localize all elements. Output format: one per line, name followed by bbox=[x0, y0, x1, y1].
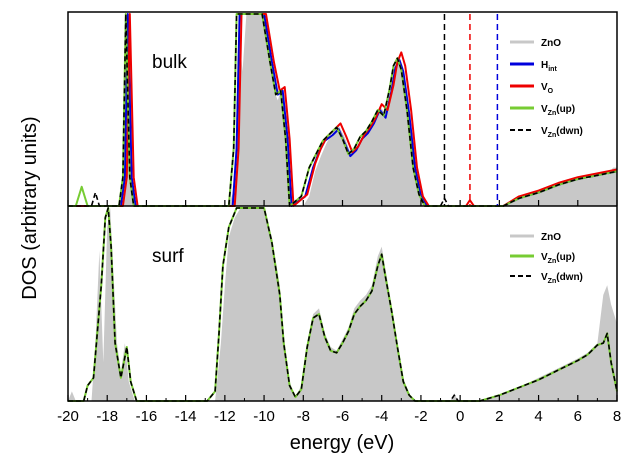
legend-label-zno: ZnO bbox=[541, 38, 561, 49]
series-zno-bulk-area bbox=[68, 14, 617, 206]
x-tick-label: 0 bbox=[456, 408, 464, 425]
legend-label-vznup: VZn(up) bbox=[541, 104, 575, 117]
legend-bulk: ZnO Hint VO VZn(up) VZn(dwn) bbox=[510, 38, 583, 139]
panel-surf: surf ZnO VZn(up) VZn(dwn) bbox=[68, 207, 618, 402]
legend-label-vo: VO bbox=[541, 82, 554, 95]
legend-surf: ZnO VZn(up) VZn(dwn) bbox=[510, 232, 583, 285]
x-tick-label: -20 bbox=[57, 408, 79, 425]
x-axis: -20 -18 -16 -14 -12 -10 -8 -6 -4 -2 0 2 4 6 8 bbox=[57, 200, 621, 425]
x-tick-label: -14 bbox=[175, 408, 197, 425]
x-tick-label: 8 bbox=[613, 408, 621, 425]
y-axis-label: DOS (arbitrary units) bbox=[19, 116, 41, 299]
x-tick-label: 6 bbox=[574, 408, 582, 425]
x-tick-label: -2 bbox=[414, 408, 427, 425]
panel-label-surf: surf bbox=[152, 246, 184, 267]
x-tick-label: -10 bbox=[253, 408, 275, 425]
series-zno-surf-area bbox=[68, 208, 617, 401]
legend-label-vzndwn: VZn(dwn) bbox=[541, 126, 583, 139]
panel-bulk: bulk ZnO Hint VO VZn(up) VZn(dwn) bbox=[68, 13, 618, 207]
legend-label-vzndwn: VZn(dwn) bbox=[541, 272, 583, 285]
legend-label-vznup: VZn(up) bbox=[541, 252, 575, 265]
x-tick-label: -6 bbox=[336, 408, 349, 425]
x-axis-label: energy (eV) bbox=[290, 432, 395, 454]
x-tick-label: -12 bbox=[214, 408, 236, 425]
x-tick-label: 4 bbox=[534, 408, 542, 425]
x-tick-label: -8 bbox=[297, 408, 310, 425]
legend-label-hint: Hint bbox=[541, 60, 557, 73]
panel-label-bulk: bulk bbox=[152, 52, 187, 73]
x-tick-label: -18 bbox=[96, 408, 118, 425]
x-tick-label: -4 bbox=[375, 408, 388, 425]
legend-label-zno: ZnO bbox=[541, 232, 561, 243]
x-tick-label: 2 bbox=[495, 408, 503, 425]
series-v-o-bulk-line bbox=[68, 13, 618, 207]
series-v-zn-dwn-surf-line bbox=[68, 207, 618, 402]
x-tick-label: -16 bbox=[136, 408, 158, 425]
